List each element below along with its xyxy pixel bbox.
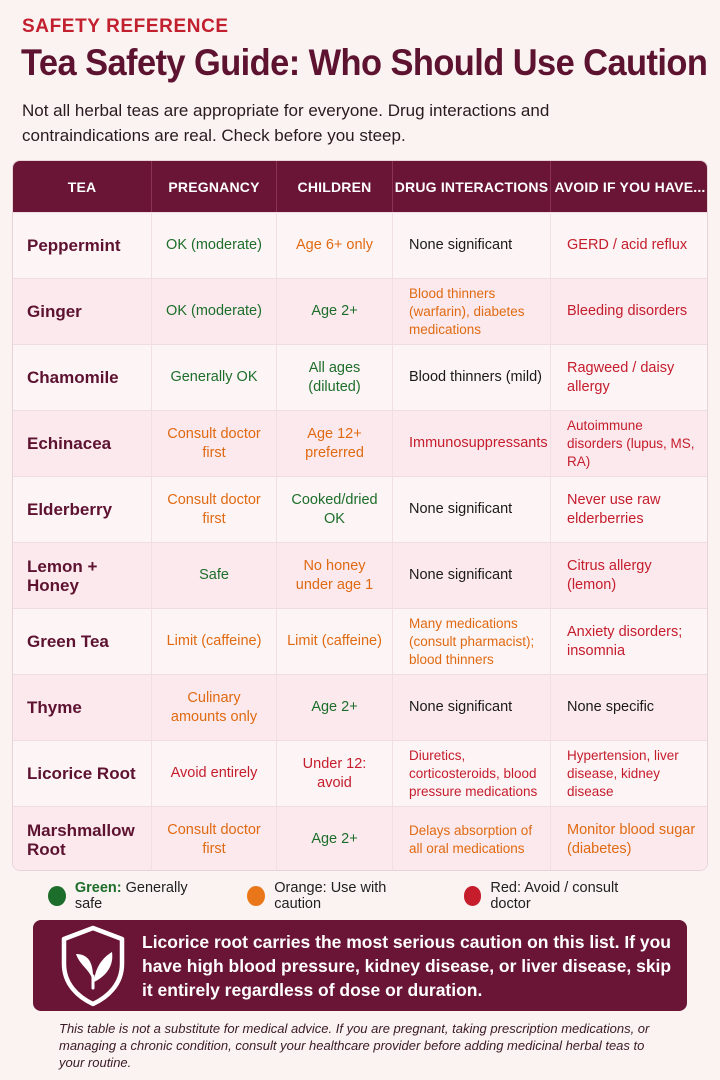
avoid-if-cell: Autoimmune disorders (lupus, MS, RA): [567, 417, 695, 469]
drug-interactions-cell: Blood thinners (warfarin), diabetes medi…: [393, 279, 551, 344]
table-row: Marshmallow Root Consult doctor first Age …: [13, 806, 707, 870]
pregnancy-cell: OK (moderate): [152, 279, 277, 344]
children-cell: Age 2+: [277, 279, 393, 344]
children-cell: No honey under age 1: [277, 543, 393, 608]
table-row: Echinacea Consult doctor first Age 12+ pre…: [13, 410, 707, 476]
pregnancy-cell: Generally OK: [152, 345, 277, 410]
header-children: CHILDREN: [277, 161, 393, 212]
pregnancy-cell: OK (moderate): [152, 213, 277, 278]
pregnancy-cell: Consult doctor first: [152, 411, 277, 476]
children-cell: Age 2+: [277, 807, 393, 870]
table-body: Peppermint OK (moderate) Age 6+ only None s…: [13, 212, 707, 870]
page-title: Tea Safety Guide: Who Should Use Caution: [21, 42, 708, 83]
tea-name-cell: Marshmallow Root: [13, 807, 152, 870]
tea-name-cell: Lemon + Honey: [13, 543, 152, 608]
drug-interactions-cell: None significant: [393, 675, 551, 740]
table-row: Thyme Culinary amounts only Age 2+ None sig…: [13, 674, 707, 740]
legend-item-red: Red: Avoid / consult doctor: [463, 880, 645, 912]
legend-red-text: Red: Avoid / consult doctor: [490, 880, 619, 912]
orange-dot-icon: [247, 886, 266, 906]
avoid-if-cell: Hypertension, liver disease, kidney dise…: [567, 747, 679, 799]
children-cell: Limit (caffeine): [277, 609, 393, 674]
children-cell: Cooked/dried OK: [277, 477, 393, 542]
legend-green-text: Generally safe: [74, 880, 188, 912]
red-dot-icon: [463, 886, 482, 906]
legend-orange-text: Orange: Use with caution: [274, 880, 387, 912]
tea-name-cell: Green Tea: [13, 609, 152, 674]
pregnancy-cell: Consult doctor first: [152, 807, 277, 870]
tea-name-cell: Echinacea: [13, 411, 152, 476]
callout-text: Licorice root carries the most serious c…: [142, 931, 672, 1000]
children-cell: Age 12+ preferred: [277, 411, 393, 476]
avoid-if-cell: Anxiety disorders; insomnia: [567, 623, 683, 659]
avoid-if-cell: Never use raw elderberries: [567, 491, 661, 527]
table-row: Chamomile Generally OK All ages (diluted) B…: [13, 344, 707, 410]
color-legend: Green: Generally safe Orange: Use with c…: [48, 880, 688, 912]
drug-interactions-cell: Delays absorption of all oral medication…: [393, 807, 551, 870]
pregnancy-cell: Safe: [152, 543, 277, 608]
pregnancy-cell: Consult doctor first: [152, 477, 277, 542]
disclaimer-text: This table is not a substitute for medic…: [59, 1021, 650, 1070]
drug-interactions-cell: Diuretics, corticosteroids, blood pressu…: [393, 741, 551, 806]
header-drug-interactions: DRUG INTERACTIONS: [393, 161, 551, 212]
table-row: Licorice Root Avoid entirely Under 12: avo…: [13, 740, 707, 806]
drug-interactions-cell: Immunosuppressants: [393, 411, 551, 476]
table-row: Peppermint OK (moderate) Age 6+ only None s…: [13, 212, 707, 278]
children-cell: Age 6+ only: [277, 213, 393, 278]
avoid-if-cell: None specific: [567, 699, 655, 715]
table-row: Green Tea Limit (caffeine) Limit (caffeine…: [13, 608, 707, 674]
legend-item-green: Green: Generally safe: [48, 880, 203, 912]
table-row: Elderberry Consult doctor first Cooked/dri…: [13, 476, 707, 542]
table-row: Ginger OK (moderate) Age 2+ Blood thinners …: [13, 278, 707, 344]
green-dot-icon: [48, 886, 66, 906]
table-row: Lemon + Honey Safe No honey under age 1 Non…: [13, 542, 707, 608]
avoid-if-cell: Ragweed / daisy allergy: [567, 359, 675, 395]
tea-name-cell: Chamomile: [13, 345, 152, 410]
header-pregnancy: PREGNANCY: [152, 161, 277, 212]
drug-interactions-cell: None significant: [393, 213, 551, 278]
tea-name-cell: Elderberry: [13, 477, 152, 542]
avoid-if-cell: Bleeding disorders: [567, 303, 688, 319]
avoid-if-cell: Citrus allergy (lemon): [567, 557, 652, 593]
legend-green-label: Green:: [74, 880, 122, 896]
header-avoid-if: AVOID IF YOU HAVE...: [554, 178, 706, 195]
pregnancy-cell: Culinary amounts only: [152, 675, 277, 740]
pregnancy-cell: Avoid entirely: [152, 741, 277, 806]
drug-interactions-cell: Many medications (consult pharmacist); b…: [393, 609, 551, 674]
header-tea: TEA: [13, 161, 152, 212]
drug-interactions-cell: None significant: [393, 477, 551, 542]
children-cell: All ages (diluted): [277, 345, 393, 410]
legend-item-orange: Orange: Use with caution: [247, 880, 419, 912]
drug-interactions-cell: Blood thinners (mild): [393, 345, 551, 410]
safety-table: TEA PREGNANCY CHILDREN DRUG INTERACTIONS…: [12, 160, 708, 871]
licorice-warning-callout: Licorice root carries the most serious c…: [33, 920, 687, 1011]
drug-interactions-cell: None significant: [393, 543, 551, 608]
eyebrow-label: SAFETY REFERENCE: [22, 16, 229, 37]
children-cell: Age 2+: [277, 675, 393, 740]
tea-name-cell: Ginger: [13, 279, 152, 344]
table-header-row: TEA PREGNANCY CHILDREN DRUG INTERACTIONS…: [13, 161, 707, 212]
tea-name-cell: Peppermint: [13, 213, 152, 278]
tea-name-cell: Thyme: [13, 675, 152, 740]
shield-leaf-icon: [61, 925, 125, 1006]
pregnancy-cell: Limit (caffeine): [152, 609, 277, 674]
tea-name-cell: Licorice Root: [13, 741, 152, 806]
avoid-if-cell: Monitor blood sugar (diabetes): [567, 821, 696, 857]
intro-text: Not all herbal teas are appropriate for …: [22, 101, 550, 145]
children-cell: Under 12: avoid: [277, 741, 393, 806]
avoid-if-cell: GERD / acid reflux: [567, 237, 688, 253]
